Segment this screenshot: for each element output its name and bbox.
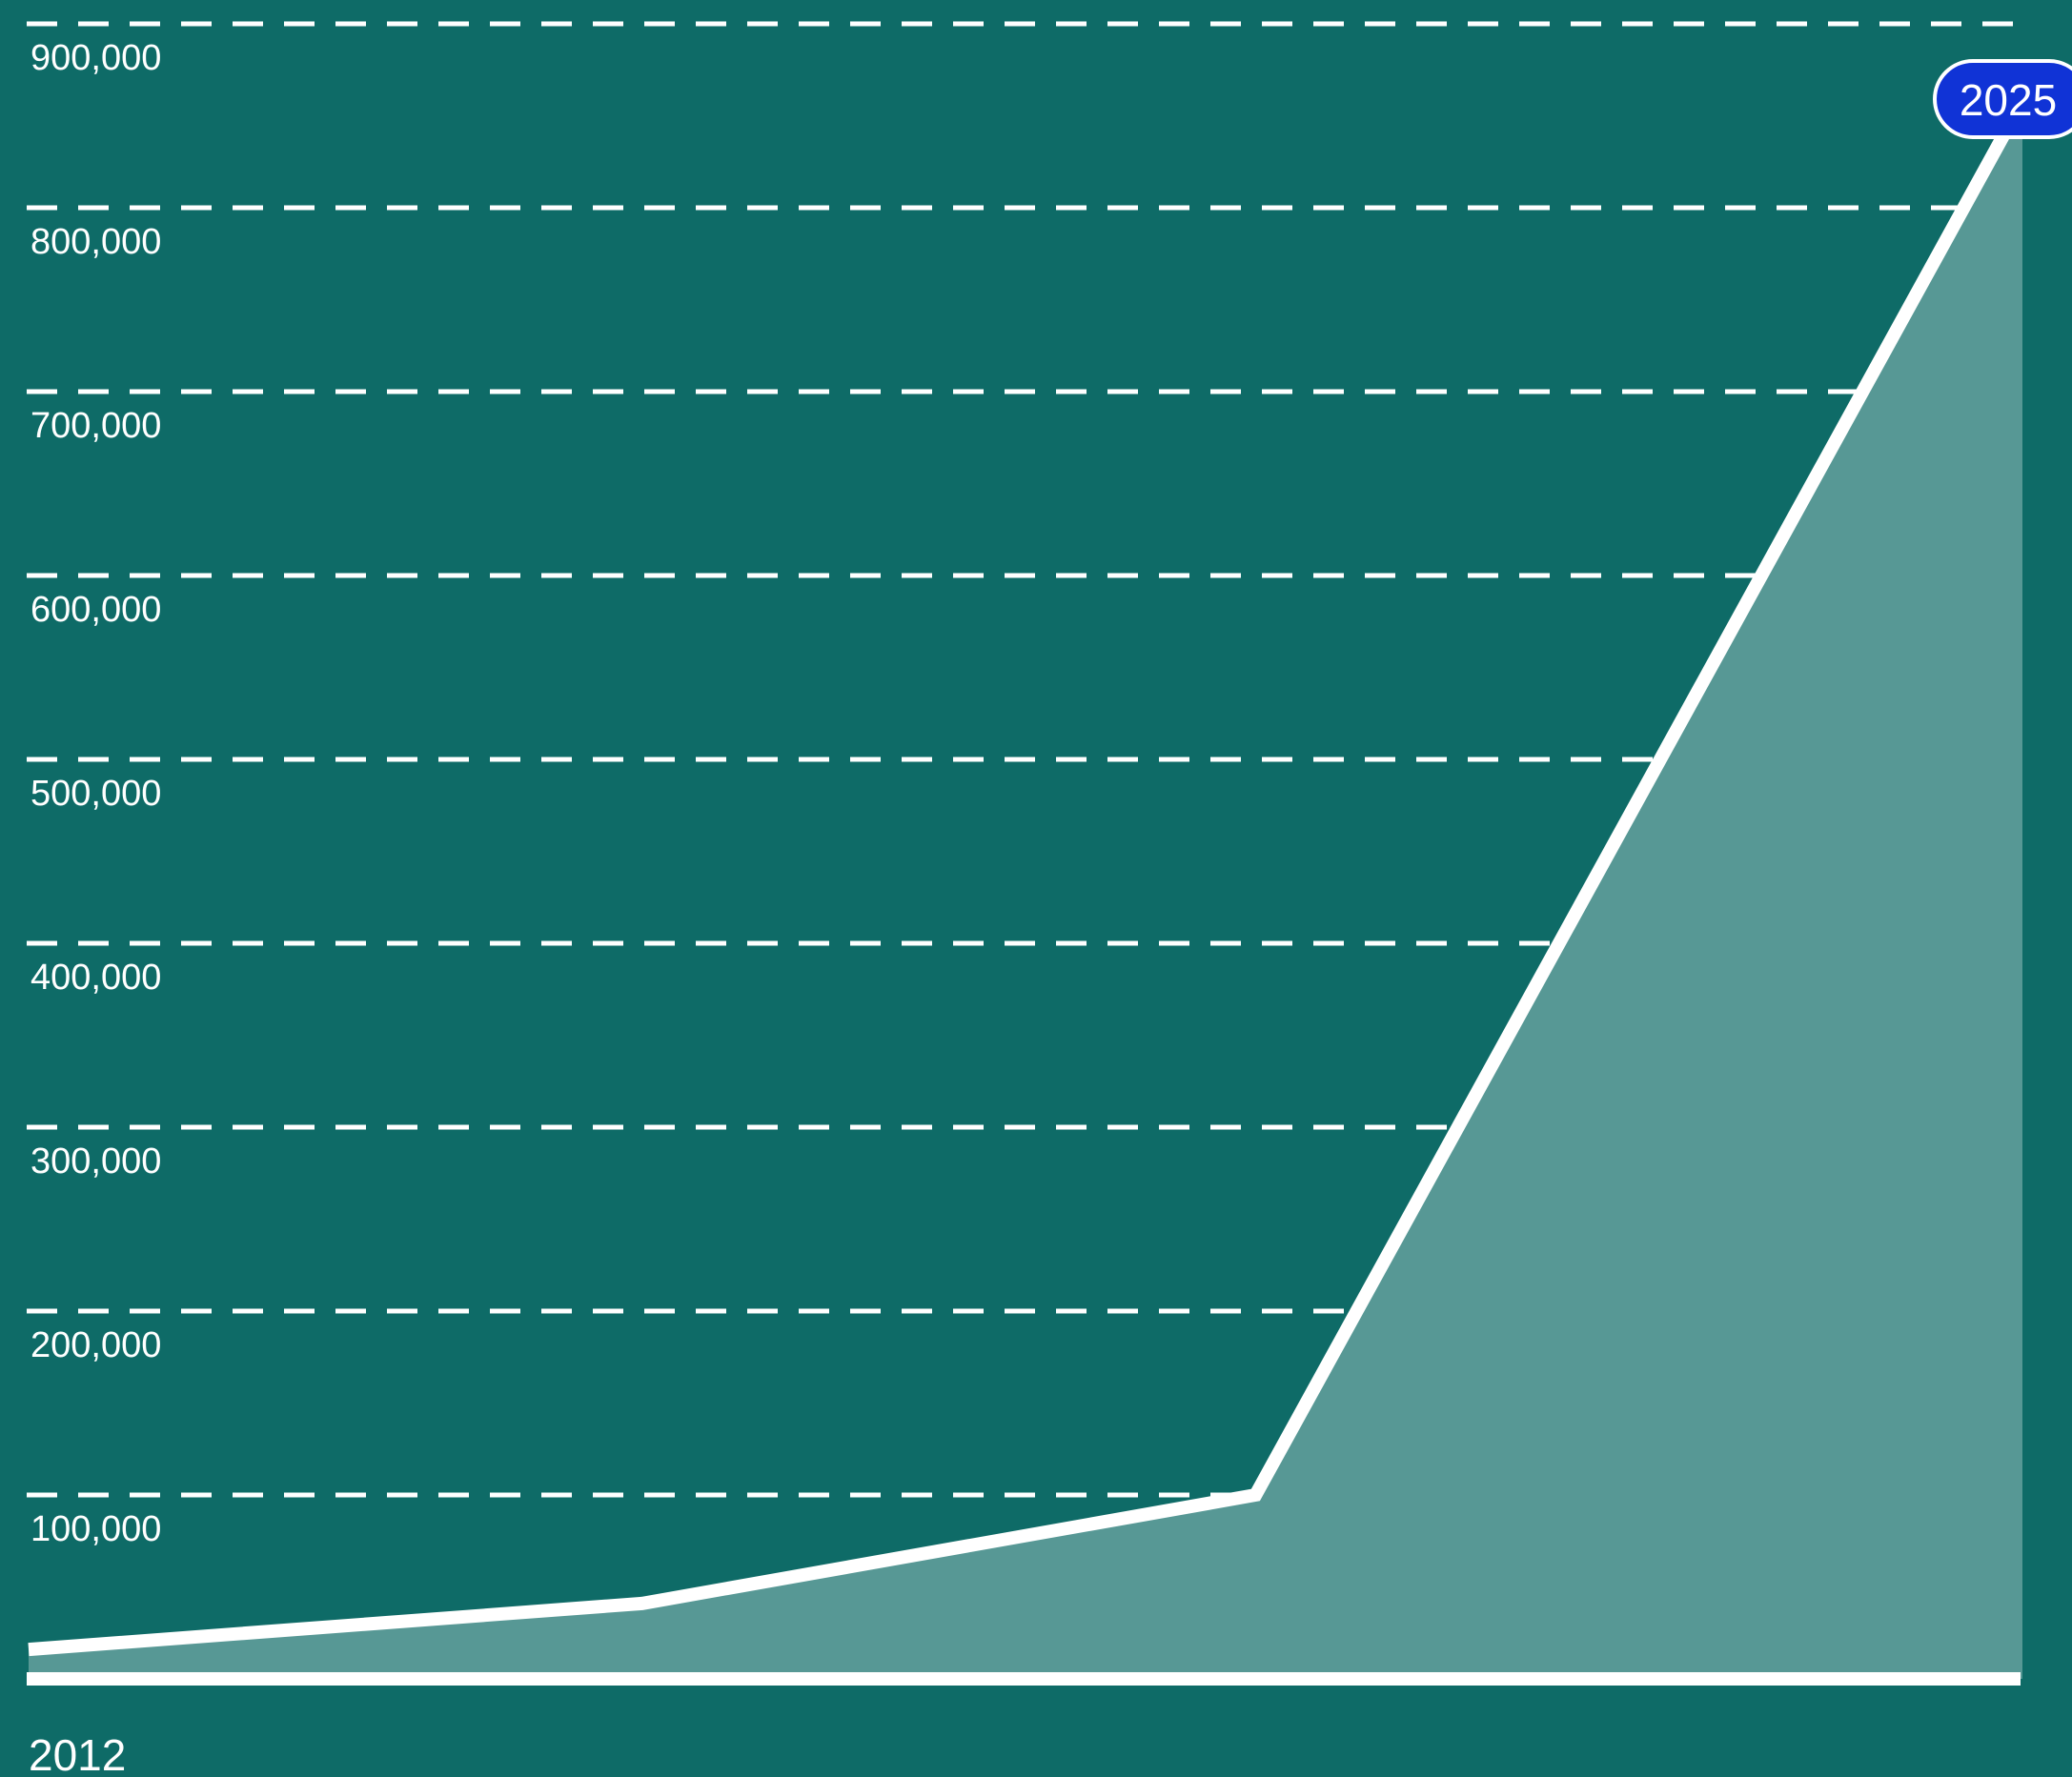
y-tick-label-100000: 100,000 (30, 1509, 161, 1549)
series-line (28, 97, 2029, 1657)
x-tick-label-2012: 2012 (29, 1730, 126, 1777)
y-tick-label-600000: 600,000 (30, 590, 161, 630)
y-tick-label-900000: 900,000 (30, 38, 161, 78)
end-label-badge: 2025 (1933, 59, 2072, 139)
end-badge (1933, 59, 2072, 139)
y-tick-label-200000: 200,000 (30, 1325, 161, 1365)
series-area (29, 101, 2022, 1679)
y-tick-label-800000: 800,000 (30, 222, 161, 262)
gridlines (27, 21, 2025, 1498)
area-layer (29, 101, 2022, 1679)
x-tick-labels: 2012 (29, 1730, 126, 1777)
y-tick-labels: 100,000 200,000 300,000 400,000 500,000 600,0… (30, 38, 161, 1549)
y-tick-label-500000: 500,000 (30, 774, 161, 814)
y-tick-label-300000: 300,000 (30, 1141, 161, 1181)
y-tick-label-700000: 700,000 (30, 406, 161, 446)
line-layer (27, 97, 2029, 1686)
y-tick-label-400000: 400,000 (30, 958, 161, 998)
end-badge-label: 2025 (1960, 75, 2057, 125)
